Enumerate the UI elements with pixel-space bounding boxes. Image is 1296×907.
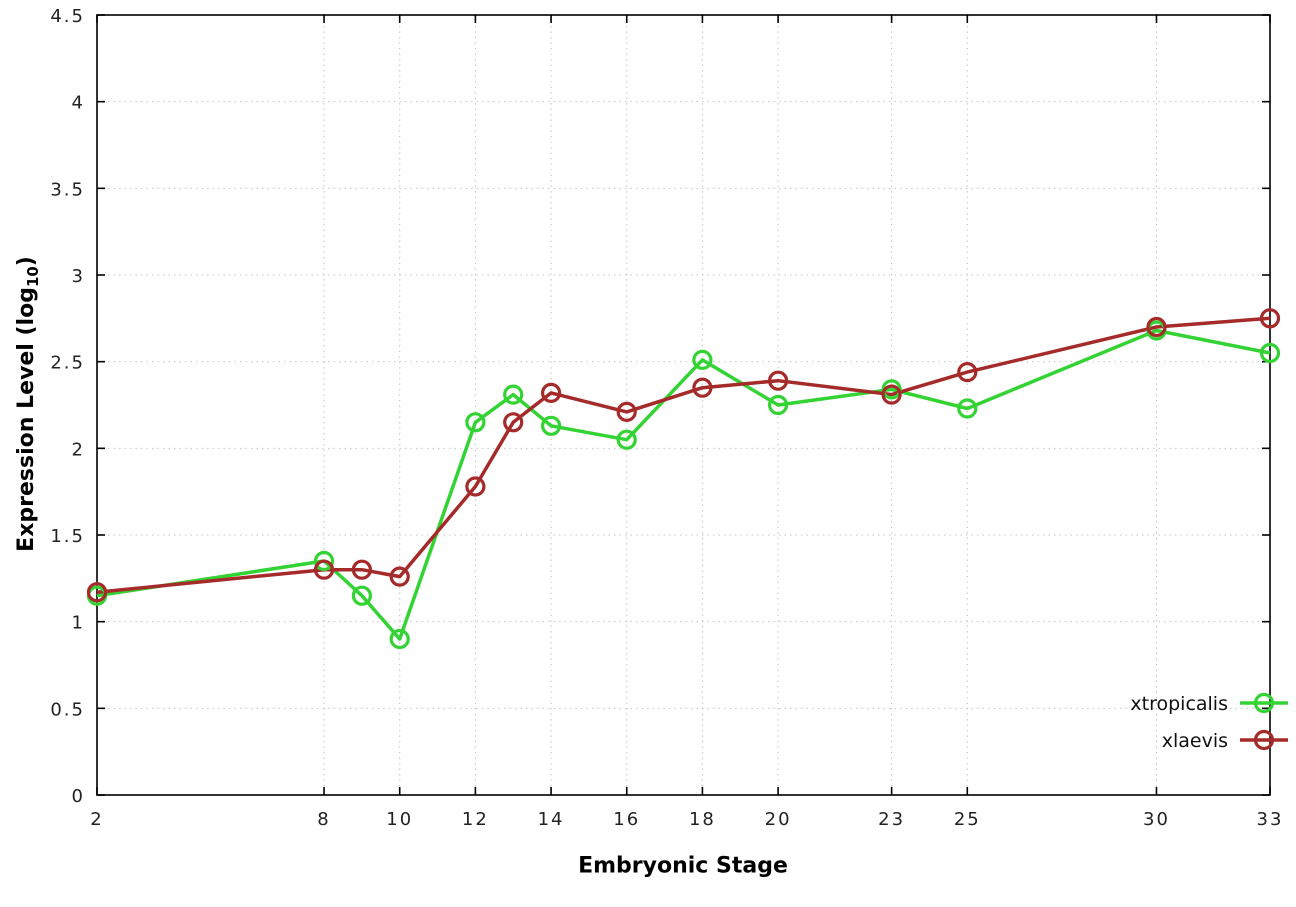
marker-xtropicalis (957, 398, 978, 419)
y-axis-label-end: ) (13, 256, 39, 267)
y-tick-label: 2 (72, 439, 85, 460)
x-tick-label: 33 (1257, 809, 1284, 830)
marker-xtropicalis (503, 384, 524, 405)
x-tick-label: 20 (765, 809, 792, 830)
x-tick-label: 2 (90, 809, 103, 830)
marker-xlaevis (313, 559, 335, 580)
y-tick-label: 1.5 (50, 526, 85, 547)
marker-xlaevis (465, 476, 486, 497)
series-line-xtropicalis (96, 328, 1271, 641)
y-tick-label: 4.5 (50, 6, 85, 27)
marker-xtropicalis (1259, 342, 1281, 364)
marker-xlaevis (86, 582, 108, 603)
x-tick-label: 25 (954, 809, 981, 830)
marker-xtropicalis (313, 550, 335, 572)
y-axis-label: Expression Level (log10) (14, 256, 42, 552)
y-tick-label: 1 (72, 613, 85, 634)
marker-xlaevis (1259, 308, 1281, 329)
y-tick-label: 0 (72, 786, 85, 807)
x-tick-label: 30 (1143, 809, 1170, 830)
y-tick-label: 3.5 (50, 179, 85, 200)
marker-xlaevis (351, 559, 372, 580)
series-line-xlaevis (96, 316, 1271, 594)
y-axis-label-sub: 10 (24, 266, 43, 288)
marker-xlaevis (389, 566, 410, 587)
x-axis-label: Embryonic Stage (578, 853, 788, 879)
marker-xlaevis (1146, 316, 1167, 338)
marker-xtropicalis (389, 628, 410, 650)
y-tick-label: 0.5 (50, 699, 85, 720)
x-tick-label: 14 (538, 809, 565, 830)
legend-label-xlaevis: xlaevis (1162, 730, 1228, 752)
y-tick-label: 3 (72, 266, 85, 287)
x-tick-label: 18 (689, 809, 716, 830)
marker-xlaevis (767, 370, 789, 391)
marker-xtropicalis (767, 394, 789, 416)
marker-xlaevis (540, 382, 562, 403)
legend-marker-xtropicalis (1253, 692, 1275, 714)
x-tick-label: 10 (386, 809, 413, 830)
legend-marker-xlaevis (1253, 729, 1275, 751)
marker-xtropicalis (692, 349, 713, 370)
marker-xlaevis (503, 412, 524, 433)
x-tick-label: 16 (613, 809, 640, 830)
marker-xlaevis (692, 377, 713, 398)
y-tick-label: 2.5 (50, 353, 85, 374)
marker-xtropicalis (351, 585, 372, 606)
legend-label-xtropicalis: xtropicalis (1130, 693, 1228, 715)
plot-border (96, 14, 1271, 796)
marker-xtropicalis (465, 412, 486, 433)
x-tick-label: 12 (462, 809, 489, 830)
marker-xlaevis (957, 362, 978, 383)
marker-xlaevis (881, 384, 902, 405)
x-tick-label: 8 (317, 809, 330, 830)
marker-xlaevis (616, 401, 637, 422)
marker-xtropicalis (540, 415, 562, 436)
y-tick-label: 4 (72, 93, 85, 114)
marker-xtropicalis (616, 429, 637, 450)
x-tick-label: 23 (878, 809, 905, 830)
y-axis-label-main: Expression Level (log (13, 287, 39, 552)
